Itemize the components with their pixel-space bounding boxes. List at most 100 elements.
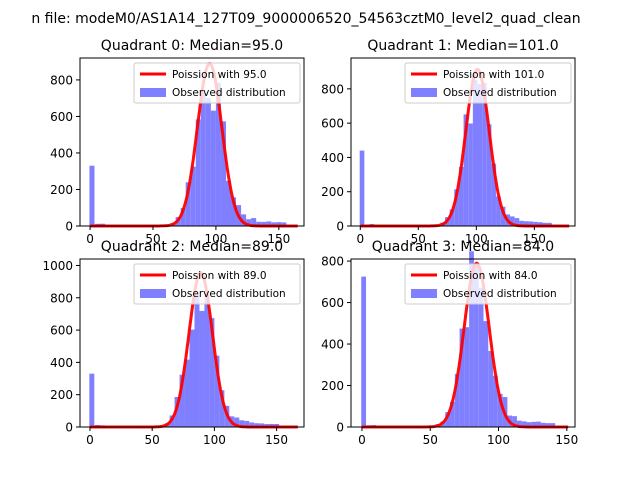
quadrant-3-hist-bar (454, 373, 460, 427)
quadrant-0-x-tick-label: 50 (145, 232, 160, 246)
quadrant-1-hist-bar (514, 218, 520, 226)
quadrant-3-hist-bar (512, 416, 517, 427)
quadrant-3-hist-bar (531, 421, 537, 427)
quadrant-0-hist-bar (231, 197, 237, 226)
quadrant-2-hist-bar (204, 295, 210, 427)
quadrant-0-legend-hist-swatch (140, 88, 166, 97)
quadrant-2-hist-bar (254, 423, 260, 427)
quadrant-1-hist-bar (519, 220, 524, 226)
quadrant-2-hist-bar (89, 373, 95, 427)
quadrant-2-hist-bar (244, 420, 250, 427)
quadrant-1-hist-bar (486, 124, 492, 226)
quadrant-1-panel: 0 50 100 150 0 200 400 600 800 Quadrant 1: Median… (321, 38, 576, 246)
quadrant-0-hist-bar (215, 82, 221, 227)
quadrant-1-x-tick-label: 150 (523, 232, 546, 246)
quadrant-1-hist-bar (491, 163, 497, 226)
quadrant-3-x-tick-label: 100 (487, 433, 510, 447)
quadrant-0-legend (133, 62, 301, 104)
quadrant-1-hist-bar (449, 209, 455, 226)
quadrant-2-hist-bar (269, 423, 275, 427)
quadrant-3-hist-bar (545, 423, 551, 427)
quadrant-1-y-tick-label: 600 (321, 117, 344, 131)
quadrant-1-hist-bar (528, 221, 534, 226)
figure-title: n file: modeM0/AS1A14_127T09_9000006520_… (31, 11, 580, 27)
quadrant-3-axes-frame (350, 258, 576, 428)
quadrant-3-hist-bar (483, 321, 489, 427)
quadrant-0-panel: 0 50 100 150 0 200 400 600 800 Quadrant 0: Median… (50, 38, 305, 246)
quadrant-2-x-tick-label: 50 (145, 433, 160, 447)
quadrant-2-y-tick-label: 600 (50, 324, 73, 338)
quadrant-3-hist-bar (493, 375, 498, 427)
quadrant-3-hist-bar (469, 251, 474, 427)
quadrant-0-hist-bar (195, 119, 201, 226)
quadrant-3-legend-curve-label: Poission with 84.0 (443, 270, 538, 282)
quadrant-3-hist-bar (464, 327, 470, 427)
quadrant-3-y-tick-label: 800 (321, 255, 344, 269)
quadrant-1-hist-bar (454, 189, 459, 226)
quadrant-3-hist-bar (521, 421, 527, 427)
quadrant-2-x-tick-label: 100 (203, 433, 226, 447)
quadrant-1-x-tick-label: 100 (465, 232, 488, 246)
quadrant-3-panel: 0 50 100 150 0 200 400 600 800 Quadrant 3: Median… (321, 239, 578, 447)
quadrant-2-hist-bar (249, 422, 255, 427)
quadrant-2-x-tick-label: 0 (86, 433, 94, 447)
quadrant-2-hist-bar (184, 359, 190, 427)
quadrant-3-hist-bar (540, 422, 546, 427)
quadrant-2-y-tick-label: 400 (50, 356, 73, 370)
quadrant-3-legend-hist-swatch (411, 289, 437, 298)
quadrant-3-title: Quadrant 3: Median=84.0 (372, 239, 554, 255)
quadrant-3-hist-bar (445, 412, 451, 427)
quadrant-0-hist-bar (180, 207, 186, 226)
quadrant-3-hist-bar (536, 421, 541, 427)
quadrant-2-y-tick-label: 200 (50, 388, 73, 402)
quadrant-0-hist-bar (225, 180, 232, 226)
quadrant-0-hist-bar (276, 222, 282, 226)
quadrant-2-panel: 0 50 100 150 0 200 400 600 800 1000 Quadrant 2: Me… (42, 239, 305, 447)
quadrant-0-y-tick-label: 800 (50, 73, 73, 87)
quadrant-3-y-tick-label: 400 (321, 338, 344, 352)
quadrant-3-hist-bar (526, 422, 532, 427)
quadrant-2-hist-bar (219, 390, 225, 427)
quadrant-0-hist-bar (241, 214, 247, 226)
quadrant-1-x-tick-label: 0 (356, 232, 364, 246)
quadrant-2-legend-hist-swatch (140, 289, 166, 298)
quadrant-1-hist-bar (359, 150, 365, 226)
quadrant-2-hist-bar (234, 417, 240, 427)
quadrant-2-hist-bar (199, 310, 205, 427)
quadrant-2-hist-bar (239, 420, 245, 427)
quadrant-0-hist-bar (256, 221, 262, 226)
quadrant-0-hist-bar (210, 110, 216, 226)
quadrant-3-x-tick-label: 150 (555, 433, 578, 447)
quadrant-1-legend-hist-label: Observed distribution (443, 87, 557, 99)
quadrant-2-hist-bar (214, 355, 220, 427)
quadrant-3-hist-bar (488, 350, 494, 427)
quadrant-3-y-tick-label: 600 (321, 296, 344, 310)
quadrant-1-hist-bar (523, 221, 529, 226)
quadrant-0-hist-bar (200, 92, 206, 226)
quadrant-1-hist-bar (468, 123, 473, 226)
quadrant-0-hist-bar (281, 222, 287, 226)
quadrant-3-y-tick-label: 0 (336, 421, 344, 435)
quadrant-0-hist-bar (220, 121, 226, 226)
quadrant-3-x-tick-label: 0 (358, 433, 366, 447)
quadrant-3-x-tick-label: 50 (423, 433, 438, 447)
quadrant-3-legend (404, 263, 572, 305)
quadrant-1-legend (404, 62, 572, 104)
quadrant-2-title: Quadrant 2: Median=89.0 (101, 239, 283, 255)
quadrant-0-x-tick-label: 100 (204, 232, 227, 246)
quadrant-0-legend-curve-label: Poission with 95.0 (172, 69, 267, 81)
quadrant-3-y-tick-label: 200 (321, 379, 344, 393)
quadrant-3-hist-bar (450, 401, 455, 427)
quadrant-2-y-tick-label: 0 (65, 421, 73, 435)
quadrant-3-hist-bar (473, 265, 479, 427)
quadrant-2-hist-bar (274, 423, 280, 427)
quadrant-2-hist-bar (189, 329, 195, 427)
quadrant-1-hist-bar (463, 114, 469, 226)
quadrant-0-axes-frame (79, 57, 305, 227)
quadrant-2-hist-bar (174, 397, 180, 427)
quadrant-2-x-tick-label: 150 (265, 433, 288, 447)
quadrant-1-hist-bar (533, 221, 538, 226)
quadrant-0-legend-hist-label: Observed distribution (172, 87, 286, 99)
quadrant-1-hist-bar (482, 82, 487, 226)
quadrant-0-y-tick-label: 600 (50, 110, 73, 124)
